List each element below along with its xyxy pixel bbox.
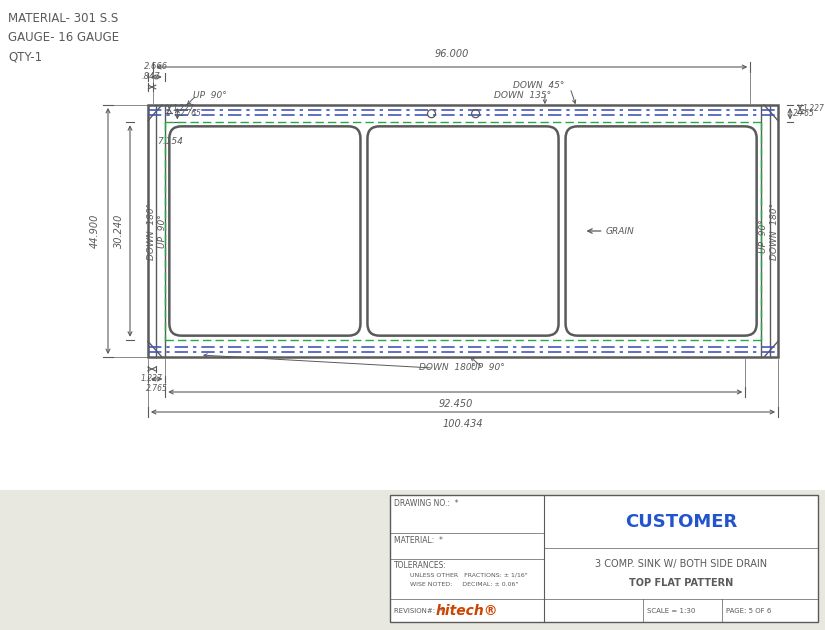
Text: UP  90°: UP 90°	[158, 214, 167, 248]
Text: UNLESS OTHER   FRACTIONS: ± 1/16": UNLESS OTHER FRACTIONS: ± 1/16"	[410, 573, 528, 578]
FancyBboxPatch shape	[169, 127, 361, 336]
Text: CUSTOMER: CUSTOMER	[625, 513, 738, 530]
Text: GRAIN: GRAIN	[606, 227, 634, 236]
Text: DRAWING NO.:  *: DRAWING NO.: *	[394, 499, 459, 508]
Text: 100.434: 100.434	[443, 419, 483, 429]
Text: TOLERANCES:: TOLERANCES:	[394, 561, 447, 571]
Text: 96.000: 96.000	[435, 49, 469, 59]
Text: DOWN  180°: DOWN 180°	[419, 363, 477, 372]
Text: 1.227: 1.227	[172, 105, 194, 113]
Text: DOWN  45°: DOWN 45°	[513, 81, 565, 89]
FancyBboxPatch shape	[367, 127, 559, 336]
Text: DOWN  180°: DOWN 180°	[147, 202, 156, 260]
Text: 2.765: 2.765	[146, 384, 167, 393]
Text: 30.240: 30.240	[114, 214, 124, 248]
Text: UP  90°: UP 90°	[193, 91, 227, 100]
Bar	[0, 0, 825, 490]
Bar	[148, 105, 778, 357]
Text: .847: .847	[141, 72, 160, 81]
Text: hitech®: hitech®	[436, 604, 498, 617]
Text: 1.227: 1.227	[141, 374, 163, 383]
Text: 2.765: 2.765	[181, 109, 202, 118]
Text: UP  90°: UP 90°	[471, 363, 505, 372]
Text: 2.666: 2.666	[144, 62, 168, 71]
Text: MATERIAL- 301 S.S
GAUGE- 16 GAUGE
QTY-1: MATERIAL- 301 S.S GAUGE- 16 GAUGE QTY-1	[8, 12, 119, 63]
Text: UP  90°: UP 90°	[759, 219, 768, 253]
Text: TOP FLAT PATTERN: TOP FLAT PATTERN	[629, 578, 733, 588]
Text: REVISION#:  *: REVISION#: *	[394, 607, 443, 614]
Text: SCALE = 1:30: SCALE = 1:30	[647, 607, 695, 614]
Text: PAGE: 5 OF 6: PAGE: 5 OF 6	[726, 607, 771, 614]
Text: 1.227: 1.227	[803, 105, 825, 113]
Text: 44.900: 44.900	[90, 214, 100, 248]
Text: 2.765: 2.765	[793, 109, 815, 118]
Text: WISE NOTED:     DECIMAL: ± 0.06": WISE NOTED: DECIMAL: ± 0.06"	[410, 581, 518, 587]
Text: DOWN  135°: DOWN 135°	[494, 91, 552, 100]
Bar	[390, 495, 818, 622]
Text: MATERIAL:  *: MATERIAL: *	[394, 536, 443, 545]
Text: DOWN  180°: DOWN 180°	[771, 202, 780, 260]
FancyBboxPatch shape	[566, 127, 757, 336]
Text: 3 COMP. SINK W/ BOTH SIDE DRAIN: 3 COMP. SINK W/ BOTH SIDE DRAIN	[595, 559, 767, 569]
Text: 7.154: 7.154	[158, 137, 183, 146]
Text: 92.450: 92.450	[438, 399, 473, 409]
